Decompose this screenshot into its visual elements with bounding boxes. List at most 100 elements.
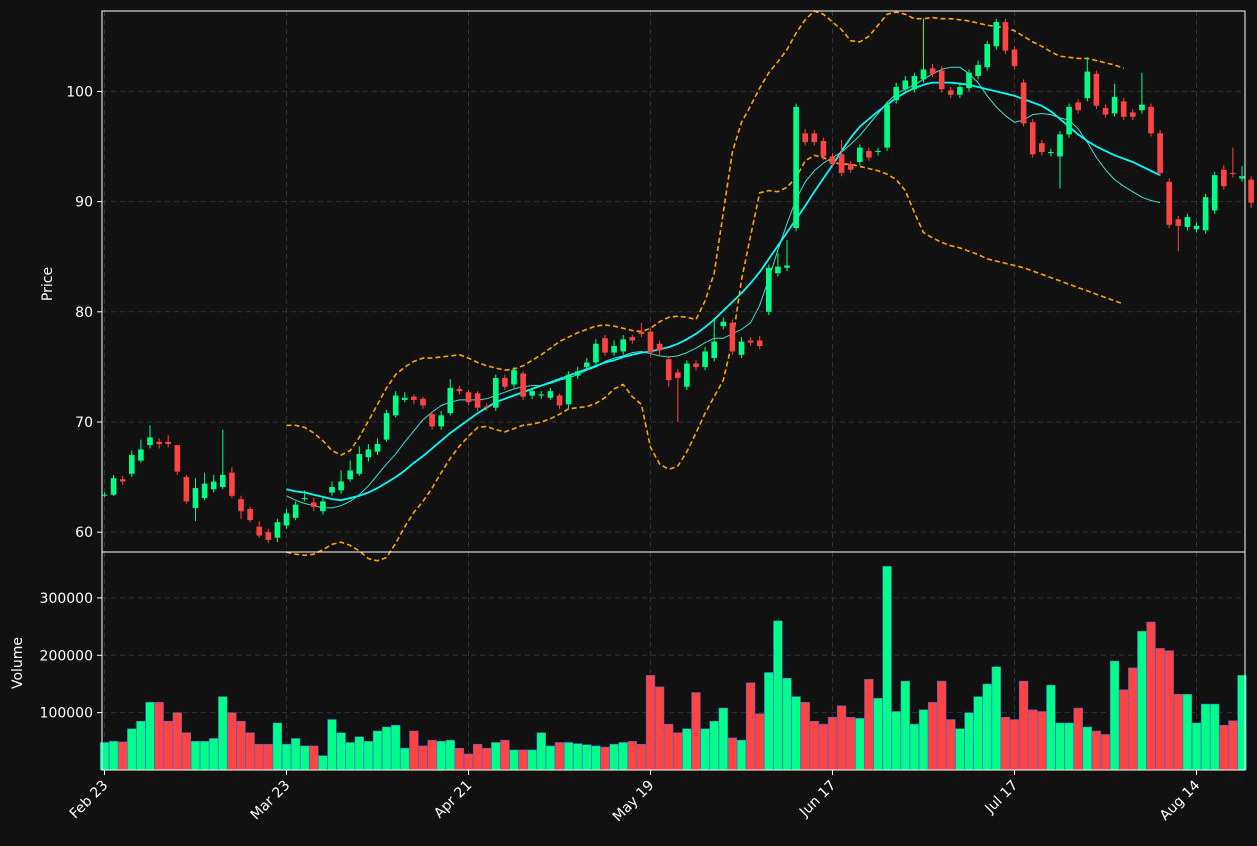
volume-tick-label: 100000 [40,706,93,722]
volume-bar [773,620,783,771]
candle-body [1093,73,1100,106]
candle-body [1084,71,1091,99]
candle [1066,103,1072,138]
candle-body [320,501,326,512]
candle [256,521,262,538]
volume-bar [1037,711,1047,771]
candle [684,360,690,391]
candle-body [465,392,472,403]
volume-bar [118,741,128,771]
candle-body [201,483,208,499]
candle [984,40,990,71]
candle [529,387,535,399]
candle [483,403,490,411]
candle-body [1248,179,1254,203]
candle-body [574,371,581,376]
candle [720,317,727,330]
candle-body [1102,107,1109,115]
candle-body [274,522,281,538]
candle [1157,129,1163,177]
candle-body [1066,106,1072,135]
candle [1093,70,1100,110]
volume-bar [700,728,710,771]
volume-bar [1073,707,1083,771]
candle [629,334,636,344]
candle [957,82,963,99]
candle [147,425,153,449]
volume-tick-label: 200000 [40,648,93,664]
candle-body [110,478,117,495]
candle [411,394,417,405]
candle [1029,118,1036,158]
volume-bar [354,736,364,771]
candle-body [192,488,199,508]
candle [784,240,790,272]
candle-body [329,486,335,493]
candle-body [265,532,272,540]
candle [656,340,663,355]
candle [975,60,981,80]
candle [847,160,854,173]
candle-body [747,340,754,343]
volume-bar [609,743,619,771]
volume-bar [372,730,383,771]
volume-bar [1228,720,1238,771]
volume-bar [955,728,965,771]
candle [456,385,463,395]
candle-body [374,444,381,452]
candle [747,337,754,346]
candle [738,337,745,359]
volume-bar [636,743,647,771]
volume-bar [618,742,628,771]
volume-bar [1128,667,1138,771]
candle [356,446,363,476]
candle-body [447,387,454,414]
candle [247,506,253,523]
candle [220,429,226,490]
candle-body [1211,175,1218,211]
volume-bar [154,702,164,771]
candle-body [429,414,435,427]
candle-body [474,393,481,408]
volume-bar [363,741,374,771]
volume-bar [855,718,865,771]
candle-body [238,499,244,512]
candle [1248,176,1254,209]
candle [1111,83,1118,117]
candle-body [584,362,590,367]
volume-bar [1182,694,1193,771]
volume-bar [937,680,947,771]
candle-body [402,397,408,400]
volume-bar [300,745,310,771]
candle-body [738,341,745,355]
volume-bar [436,741,446,771]
candle-body [365,449,372,458]
volume-bar [918,709,929,771]
candle-body [793,106,799,229]
candle [101,492,108,497]
volume-bar [400,747,410,771]
candle [547,387,554,400]
volume-bar [145,702,155,771]
candle-body [1139,104,1145,111]
candle [447,379,454,416]
volume-bar [209,738,219,771]
candle [1102,104,1109,118]
volume-bar [536,732,546,771]
candle-body [1130,112,1136,117]
volume-bar [782,677,792,771]
candle-body [829,156,836,165]
candle [793,103,799,232]
candle [174,445,181,475]
candle-body [775,266,781,274]
candle [1011,46,1018,70]
candle-body [1221,169,1227,187]
candle-body [802,133,808,143]
candle [138,439,144,463]
volume-bar [1028,709,1038,771]
volume-bar [991,666,1001,771]
volume-bar [1046,684,1056,771]
candle-body [220,474,226,487]
candle [602,334,608,356]
volume-bar [445,739,455,771]
